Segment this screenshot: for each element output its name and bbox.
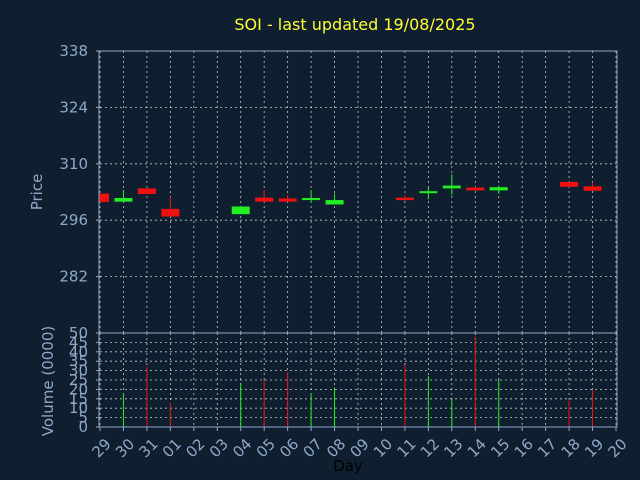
price-y-tick-label: 310 — [59, 155, 88, 173]
candle-body — [100, 193, 109, 203]
volume-y-tick-label: 30 — [69, 362, 88, 380]
volume-axis-label: Volume (0000) — [39, 326, 57, 436]
price-panel: 338 324 310 296 282 Price — [28, 42, 618, 334]
price-y-tick-label: 282 — [59, 268, 88, 286]
volume-y-tick-label: 10 — [69, 399, 88, 417]
candle-body — [442, 185, 461, 189]
candle-body — [419, 191, 438, 194]
price-candles — [99, 174, 602, 217]
candle-body — [466, 187, 485, 191]
volume-y-tick-label: 5 — [78, 409, 88, 427]
candle-body — [114, 198, 133, 202]
price-y-tick-label: 324 — [59, 98, 88, 116]
price-y-tick-label: 296 — [59, 211, 88, 229]
candle-body — [583, 186, 602, 191]
candle-body — [137, 188, 156, 195]
volume-y-tick-label: 50 — [69, 324, 88, 342]
candle-body — [325, 200, 344, 205]
chart-title: SOI - last updated 19/08/2025 — [234, 15, 475, 34]
volume-y-tick-label: 35 — [69, 352, 88, 370]
price-y-ticks: 338 324 310 296 282 — [59, 42, 100, 286]
volume-y-tick-label: 0 — [78, 418, 88, 436]
volume-bars — [122, 336, 594, 427]
candle-body — [278, 198, 297, 202]
volume-y-tick-label: 45 — [69, 333, 88, 351]
candle-body — [560, 181, 579, 187]
volume-y-tick-label: 40 — [69, 343, 88, 361]
price-axis-label: Price — [28, 174, 46, 211]
volume-y-tick-label: 15 — [69, 390, 88, 408]
volume-y-tick-label: 20 — [69, 380, 88, 398]
candle-body — [302, 198, 321, 201]
candle-body — [161, 208, 180, 217]
candle-body — [231, 206, 250, 215]
candle-body — [489, 187, 508, 191]
volume-y-tick-label: 25 — [69, 371, 88, 389]
candle-body — [395, 197, 414, 201]
candle-body — [255, 197, 274, 202]
price-y-tick-label: 338 — [59, 42, 88, 60]
x-axis-label: Day — [333, 457, 363, 475]
